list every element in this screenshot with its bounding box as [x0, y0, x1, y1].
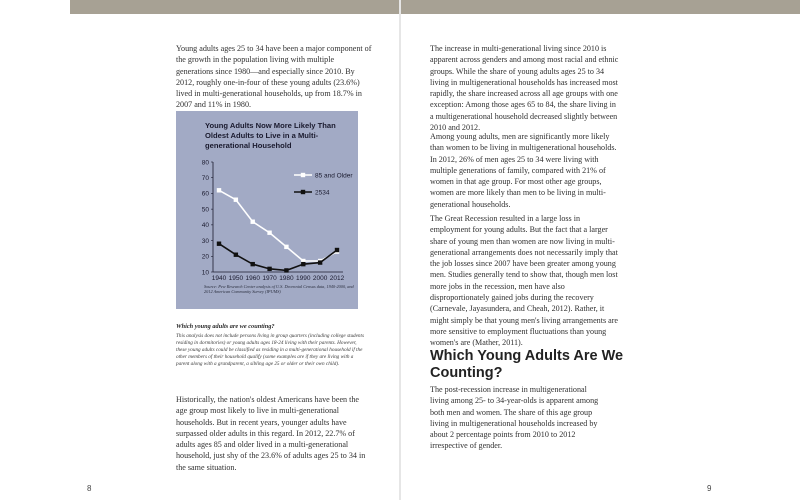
y-tick-label: 20 — [202, 254, 210, 261]
right-paragraph-3: The Great Recession resulted in a large … — [430, 214, 619, 348]
header-band — [401, 0, 800, 14]
series-85-and-older-line — [218, 189, 338, 262]
series-85-and-older-point — [267, 230, 272, 235]
x-tick-label: 1940 — [212, 275, 227, 282]
series-2534-point — [267, 266, 272, 272]
page-gutter — [399, 0, 401, 500]
left-paragraph-1: Young adults ages 25 to 34 have been a m… — [176, 44, 372, 110]
x-tick-label: 1970 — [262, 275, 277, 282]
y-tick-label: 10 — [202, 269, 210, 276]
y-tick-label: 30 — [202, 238, 210, 245]
legend-label: 85 and Older — [315, 172, 353, 179]
note-heading: Which young adults are we counting? — [176, 323, 275, 330]
y-tick-label: 60 — [202, 191, 210, 198]
series-85-and-older-point — [216, 188, 222, 193]
page-number-right: 9 — [707, 484, 712, 493]
series-2534-point — [216, 241, 222, 246]
series-2534-point — [284, 268, 289, 273]
left-page: Young adults ages 25 to 34 have been a m… — [0, 0, 399, 500]
series-2534-line — [218, 243, 338, 272]
series-85-and-older-point — [284, 244, 289, 250]
right-paragraph-1: The increase in multi-generational livin… — [430, 44, 619, 133]
y-tick-label: 70 — [202, 175, 210, 182]
line-chart: 10 20 30 40 50 60 70 80 1940 1950 1960 1970 1980 1990… — [202, 159, 354, 282]
legend-swatch-marker — [300, 172, 306, 178]
x-tick-label: 2012 — [330, 275, 345, 282]
series-2534-point — [250, 261, 255, 267]
note-text: This analysis does not include persons l… — [176, 333, 364, 367]
y-tick-label: 80 — [202, 159, 210, 166]
right-page: The increase in multi-generational livin… — [401, 0, 800, 500]
right-paragraph-4: The post-recession increase in multigene… — [430, 385, 599, 451]
x-tick-label: 1980 — [279, 275, 294, 282]
chart-source: Source: Pew Research Center analysis of … — [204, 284, 354, 295]
series-85-and-older-point — [301, 258, 306, 264]
series-2534-point — [317, 260, 323, 265]
section-heading: Which Young Adults Are We Counting? — [430, 348, 624, 381]
page-number-left: 8 — [87, 484, 92, 493]
series-85-and-older-point — [233, 197, 239, 202]
x-tick-label: 1960 — [245, 275, 260, 282]
y-tick-label: 50 — [202, 206, 210, 213]
legend-label: 2534 — [315, 189, 330, 196]
chart-title: Young Adults Now More Likely Than Oldest… — [205, 121, 336, 150]
chart-figure: Young Adults Now More Likely Than Oldest… — [176, 111, 358, 309]
legend-swatch-marker — [300, 189, 306, 195]
series-2534-point — [301, 261, 306, 267]
right-paragraph-2: Among young adults, men are significantl… — [430, 132, 617, 209]
left-paragraph-2: Historically, the nation's oldest Americ… — [176, 395, 366, 472]
series-2534-point — [233, 252, 239, 257]
x-tick-label: 1990 — [296, 275, 311, 282]
y-tick-label: 40 — [202, 222, 210, 229]
header-band — [70, 0, 399, 14]
x-tick-label: 1950 — [229, 275, 244, 282]
series-85-and-older-point — [250, 219, 255, 224]
x-tick-label: 2000 — [313, 275, 328, 282]
series-2534-point — [334, 247, 340, 253]
